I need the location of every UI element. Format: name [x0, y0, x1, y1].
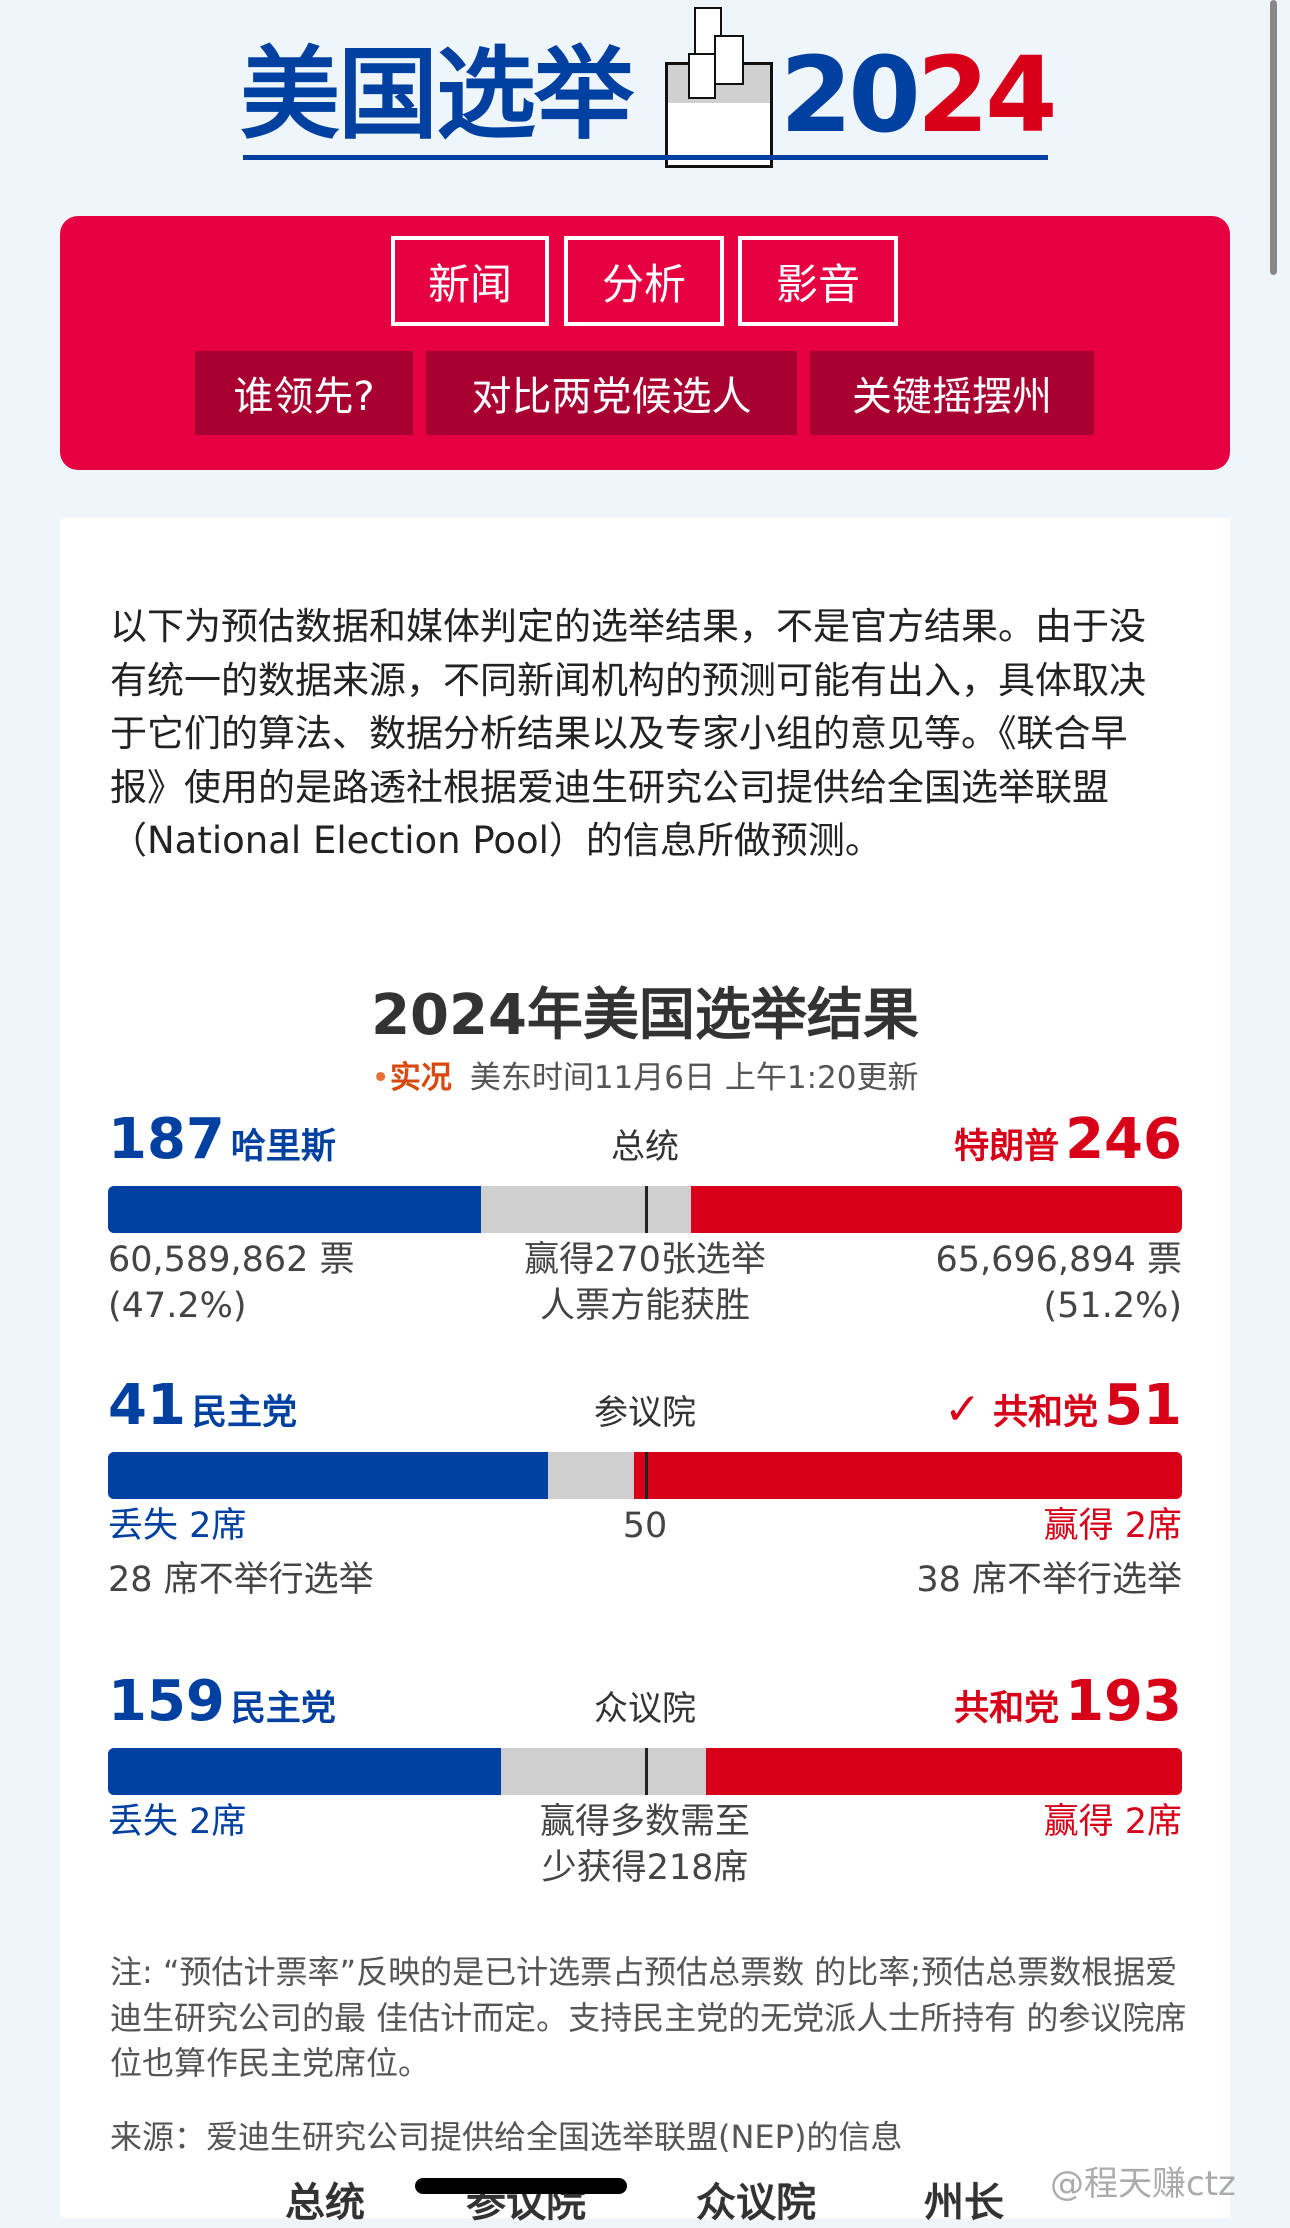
majority-marker	[645, 1452, 648, 1499]
rep-popular-votes: 65,696,894 票	[935, 1240, 1182, 1280]
scrollbar[interactable]	[1270, 0, 1277, 275]
dem-seats: 41	[108, 1373, 186, 1438]
majority-note-2: 少获得218席	[541, 1848, 749, 1888]
ballot-box-icon	[665, 7, 773, 168]
dem-no-election: 28 席不举行选举	[108, 1560, 374, 1600]
win-threshold-note: 赢得270张选举	[524, 1240, 766, 1280]
majority-mark-label: 50	[622, 1506, 668, 1546]
dem-bar-fill	[108, 1748, 501, 1795]
nav-video[interactable]: 影音	[738, 236, 898, 326]
nav-news[interactable]: 新闻	[391, 236, 549, 326]
rep-party: 共和党	[993, 1393, 1099, 1433]
logo-title: 美国选举	[240, 36, 634, 153]
race-senate: 41 民主党 参议院 ✓ 共和党 51 丢失 2席 28 席不举行选举 50 赢得 2席…	[108, 1373, 1182, 1603]
dem-party: 民主党	[230, 1689, 336, 1729]
nav-who-leads[interactable]: 谁领先?	[195, 351, 413, 435]
rep-change: 赢得 2席	[1043, 1506, 1182, 1546]
rep-seats: 193	[1065, 1669, 1182, 1734]
rep-candidate: 特朗普	[954, 1127, 1060, 1167]
tab-house[interactable]: 众议院	[696, 2180, 816, 2226]
live-dot-icon: •	[371, 1060, 390, 1096]
live-label: 实况	[389, 1060, 452, 1096]
footnote: 注: “预估计票率”反映的是已计选票占预估总票数 的比率;预估总票数根据爱迪生研…	[110, 1953, 1187, 2082]
results-title: 2024年美国选举结果	[371, 983, 919, 1048]
dem-party: 民主党	[191, 1393, 297, 1433]
win-threshold-note-2: 人票方能获胜	[539, 1286, 750, 1326]
race-label: 总统	[611, 1127, 679, 1167]
live-status: •实况 美东时间11月6日 上午1:20更新	[0, 1052, 1290, 1097]
president-bar	[108, 1186, 1182, 1233]
tab-president[interactable]: 总统	[285, 2180, 365, 2226]
intro-text: 以下为预估数据和媒体判定的选举结果，不是官方结果。由于没有统一的数据来源，不同新…	[110, 605, 1146, 862]
dem-candidate: 哈里斯	[230, 1127, 336, 1167]
dem-change: 丢失 2席	[108, 1506, 247, 1546]
senate-bar	[108, 1452, 1182, 1499]
majority-marker	[645, 1186, 648, 1233]
house-bar	[108, 1748, 1182, 1795]
rep-bar-fill	[690, 1186, 1182, 1233]
dem-bar-fill	[108, 1452, 549, 1499]
nav-analysis[interactable]: 分析	[564, 236, 724, 326]
update-time: 美东时间11月6日 上午1:20更新	[469, 1060, 919, 1096]
rep-seats: 51	[1104, 1373, 1182, 1438]
rep-bar-fill	[705, 1748, 1182, 1795]
dem-change: 丢失 2席	[108, 1802, 247, 1842]
checkmark-icon: ✓	[944, 1384, 982, 1435]
rep-no-election: 38 席不举行选举	[916, 1560, 1182, 1600]
nav-compare-candidates[interactable]: 对比两党候选人	[426, 351, 797, 435]
dem-pct: (47.2%)	[108, 1286, 247, 1326]
rep-change: 赢得 2席	[1043, 1802, 1182, 1842]
home-indicator[interactable]	[415, 2178, 627, 2194]
race-president: 187 哈里斯 总统 特朗普 246 60,589,862 票 (47.2%) 赢得2…	[108, 1107, 1183, 1329]
source-text: 来源：爱迪生研究公司提供给全国选举联盟(NEP)的信息	[110, 2118, 903, 2156]
watermark: @程天赚ctz	[1050, 2164, 1236, 2204]
rep-electoral-votes: 246	[1065, 1107, 1182, 1172]
logo-year: 2024	[780, 34, 1057, 156]
nav-swing-states[interactable]: 关键摇摆州	[810, 351, 1094, 435]
race-label: 参议院	[594, 1393, 696, 1433]
majority-note: 赢得多数需至	[539, 1802, 750, 1842]
dem-popular-votes: 60,589,862 票	[108, 1240, 355, 1280]
tab-governor[interactable]: 州长	[924, 2180, 1004, 2226]
nav-panel: 新闻 分析 影音 谁领先? 对比两党候选人 关键摇摆州	[60, 216, 1230, 470]
results-card	[60, 518, 1230, 2218]
race-label: 众议院	[594, 1689, 696, 1729]
dem-electoral-votes: 187	[108, 1107, 225, 1172]
logo-underline	[243, 155, 1048, 160]
dem-bar-fill	[108, 1186, 482, 1233]
rep-party: 共和党	[954, 1689, 1060, 1729]
race-house: 159 民主党 众议院 共和党 193 丢失 2席 赢得多数需至 少获得218席 赢得…	[108, 1669, 1182, 1891]
majority-marker	[645, 1748, 648, 1795]
rep-pct: (51.2%)	[1043, 1286, 1183, 1326]
rep-bar-fill	[634, 1452, 1182, 1499]
dem-seats: 159	[108, 1669, 225, 1734]
